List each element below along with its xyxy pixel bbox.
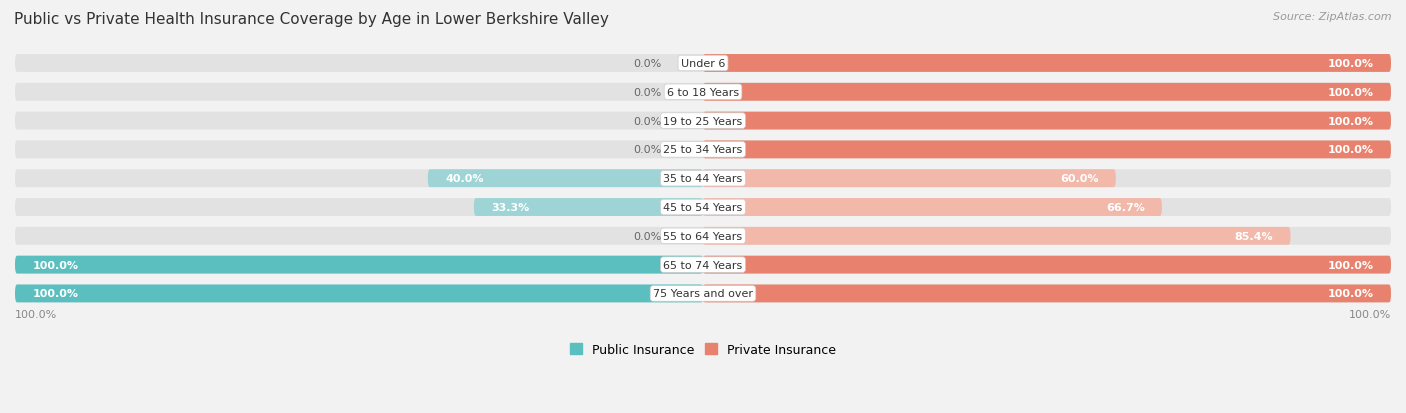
FancyBboxPatch shape	[15, 170, 1391, 188]
FancyBboxPatch shape	[703, 256, 1391, 274]
Text: 100.0%: 100.0%	[1327, 145, 1374, 155]
Text: 100.0%: 100.0%	[32, 260, 79, 270]
Text: 65 to 74 Years: 65 to 74 Years	[664, 260, 742, 270]
Text: 85.4%: 85.4%	[1234, 231, 1274, 241]
Text: 100.0%: 100.0%	[1327, 88, 1374, 97]
Text: 75 Years and over: 75 Years and over	[652, 289, 754, 299]
Text: 6 to 18 Years: 6 to 18 Years	[666, 88, 740, 97]
FancyBboxPatch shape	[703, 170, 1116, 188]
FancyBboxPatch shape	[474, 199, 703, 216]
Text: 25 to 34 Years: 25 to 34 Years	[664, 145, 742, 155]
Text: 35 to 44 Years: 35 to 44 Years	[664, 174, 742, 184]
Text: 19 to 25 Years: 19 to 25 Years	[664, 116, 742, 126]
Text: 0.0%: 0.0%	[634, 88, 662, 97]
Text: 33.3%: 33.3%	[491, 202, 529, 213]
FancyBboxPatch shape	[703, 55, 1391, 73]
FancyBboxPatch shape	[15, 55, 1391, 73]
Text: 100.0%: 100.0%	[1327, 116, 1374, 126]
FancyBboxPatch shape	[427, 170, 703, 188]
FancyBboxPatch shape	[15, 256, 1391, 274]
Text: 40.0%: 40.0%	[446, 174, 484, 184]
FancyBboxPatch shape	[703, 84, 1391, 102]
Text: 100.0%: 100.0%	[1327, 289, 1374, 299]
Text: 100.0%: 100.0%	[1348, 309, 1391, 320]
FancyBboxPatch shape	[703, 199, 1161, 216]
FancyBboxPatch shape	[15, 84, 1391, 102]
FancyBboxPatch shape	[703, 285, 1391, 303]
Text: 0.0%: 0.0%	[634, 231, 662, 241]
Text: 60.0%: 60.0%	[1060, 174, 1098, 184]
Text: 100.0%: 100.0%	[15, 309, 58, 320]
FancyBboxPatch shape	[15, 141, 1391, 159]
FancyBboxPatch shape	[15, 112, 1391, 130]
Text: 55 to 64 Years: 55 to 64 Years	[664, 231, 742, 241]
Text: 100.0%: 100.0%	[1327, 260, 1374, 270]
FancyBboxPatch shape	[15, 285, 1391, 303]
Text: Under 6: Under 6	[681, 59, 725, 69]
Text: 0.0%: 0.0%	[634, 145, 662, 155]
Text: 100.0%: 100.0%	[1327, 59, 1374, 69]
Text: 66.7%: 66.7%	[1107, 202, 1144, 213]
FancyBboxPatch shape	[703, 227, 1291, 245]
Legend: Public Insurance, Private Insurance: Public Insurance, Private Insurance	[565, 338, 841, 361]
FancyBboxPatch shape	[15, 227, 1391, 245]
FancyBboxPatch shape	[15, 256, 703, 274]
Text: 0.0%: 0.0%	[634, 59, 662, 69]
Text: Source: ZipAtlas.com: Source: ZipAtlas.com	[1274, 12, 1392, 22]
Text: Public vs Private Health Insurance Coverage by Age in Lower Berkshire Valley: Public vs Private Health Insurance Cover…	[14, 12, 609, 27]
Text: 0.0%: 0.0%	[634, 116, 662, 126]
FancyBboxPatch shape	[15, 285, 703, 303]
FancyBboxPatch shape	[703, 141, 1391, 159]
FancyBboxPatch shape	[15, 199, 1391, 216]
Text: 100.0%: 100.0%	[32, 289, 79, 299]
Text: 45 to 54 Years: 45 to 54 Years	[664, 202, 742, 213]
FancyBboxPatch shape	[703, 112, 1391, 130]
